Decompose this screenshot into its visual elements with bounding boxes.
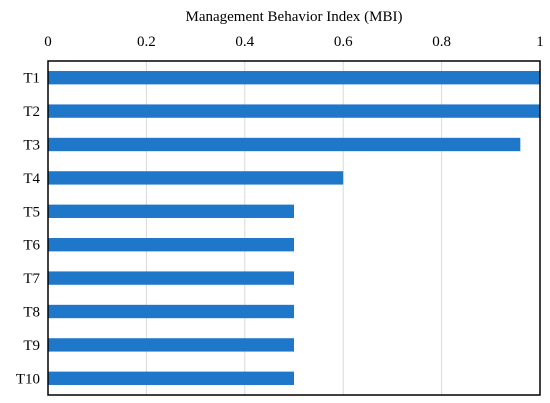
bar-t6 (48, 238, 294, 252)
bar-t9 (48, 338, 294, 352)
bar-t8 (48, 304, 294, 319)
bar-t3 (48, 137, 521, 152)
y-tick-label-t6: T6 (23, 238, 40, 254)
bar-t7 (48, 271, 294, 285)
y-tick-label-t1: T1 (23, 71, 40, 87)
y-tick-label-t2: T2 (23, 104, 40, 120)
y-tick-label-t10: T10 (16, 371, 40, 387)
x-tick-label: 0.8 (432, 34, 451, 50)
x-axis-title: Management Behavior Index (MBI) (185, 9, 402, 25)
bar-t10 (48, 371, 294, 385)
x-tick-label: 0.4 (235, 34, 254, 50)
x-tick-labels: 0 0.2 0.4 0.6 0.8 1 (44, 34, 544, 50)
y-tick-label-t3: T3 (23, 138, 40, 154)
y-tick-label-t7: T7 (23, 271, 40, 287)
bars (48, 71, 540, 385)
bar-t1 (48, 71, 540, 85)
x-tick-label: 0 (44, 34, 52, 50)
bar-t2 (48, 104, 540, 118)
x-tick-label: 0.2 (137, 34, 156, 50)
y-tick-label-t8: T8 (23, 305, 40, 321)
y-tick-label-t9: T9 (23, 338, 40, 354)
y-tick-label-t5: T5 (23, 204, 40, 220)
x-tick-label: 1 (536, 34, 544, 50)
y-tick-label-t4: T4 (23, 171, 40, 187)
bar-t4 (48, 171, 344, 185)
y-tick-labels: T1 T2 T3 T4 T5 T6 T7 T8 T9 T10 (16, 71, 41, 388)
x-tick-label: 0.6 (334, 34, 353, 50)
plot-frame (47, 60, 541, 396)
bar-t5 (48, 204, 294, 218)
